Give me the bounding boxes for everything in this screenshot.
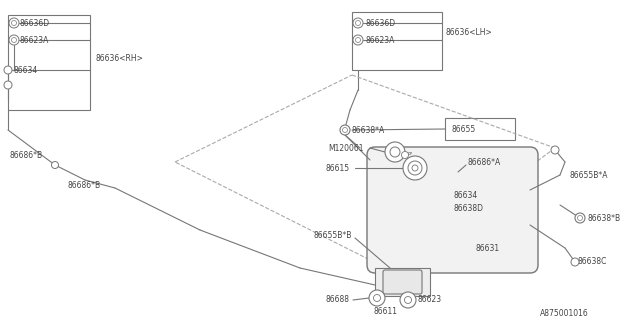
Circle shape [4,81,12,89]
Circle shape [340,125,350,135]
FancyBboxPatch shape [367,147,538,273]
Circle shape [390,147,400,157]
Text: 86636D: 86636D [365,19,395,28]
Bar [375,268,430,296]
Circle shape [12,20,17,26]
Text: 86638*B: 86638*B [587,213,620,222]
Text: 86686*A: 86686*A [468,157,501,166]
Text: 86686*B: 86686*B [10,150,43,159]
Text: 86636<LH>: 86636<LH> [445,28,492,36]
Circle shape [51,162,58,169]
Circle shape [408,161,422,175]
Text: M120061: M120061 [328,143,364,153]
Text: 86638C: 86638C [578,258,607,267]
Circle shape [12,37,17,43]
Text: 86634: 86634 [453,190,477,199]
Circle shape [404,297,412,303]
Circle shape [412,165,418,171]
Text: 86655: 86655 [452,124,476,133]
Text: 86655B*A: 86655B*A [570,171,609,180]
Circle shape [577,215,582,220]
Text: 86634: 86634 [14,66,38,75]
Text: 86623A: 86623A [365,36,394,44]
Circle shape [355,20,360,26]
Circle shape [401,151,408,158]
Text: 86636D: 86636D [20,19,50,28]
Bar [8,15,90,110]
Circle shape [551,146,559,154]
Circle shape [571,258,579,266]
Circle shape [342,127,348,132]
Circle shape [4,66,12,74]
Text: 86636<RH>: 86636<RH> [95,53,143,62]
Circle shape [403,156,427,180]
Text: 86631: 86631 [475,244,499,252]
Text: 86623A: 86623A [20,36,49,44]
Text: 86638*A: 86638*A [352,125,385,134]
Text: 86615: 86615 [325,164,349,172]
Circle shape [575,213,585,223]
Circle shape [400,292,416,308]
Bar [445,118,515,140]
Text: 86638D: 86638D [453,204,483,212]
Circle shape [9,35,19,45]
Text: 86623: 86623 [418,295,442,305]
Circle shape [355,37,360,43]
Text: 86688: 86688 [326,295,350,305]
Circle shape [374,294,381,301]
Circle shape [353,35,363,45]
FancyBboxPatch shape [383,270,422,294]
Text: 86686*B: 86686*B [68,180,101,189]
Text: 86655B*B: 86655B*B [313,230,351,239]
Circle shape [369,290,385,306]
Circle shape [353,18,363,28]
Circle shape [9,18,19,28]
Text: A875001016: A875001016 [540,309,589,318]
Text: o₇: o₇ [408,150,413,156]
Text: 86611: 86611 [373,308,397,316]
Bar [352,12,442,70]
Circle shape [385,142,405,162]
